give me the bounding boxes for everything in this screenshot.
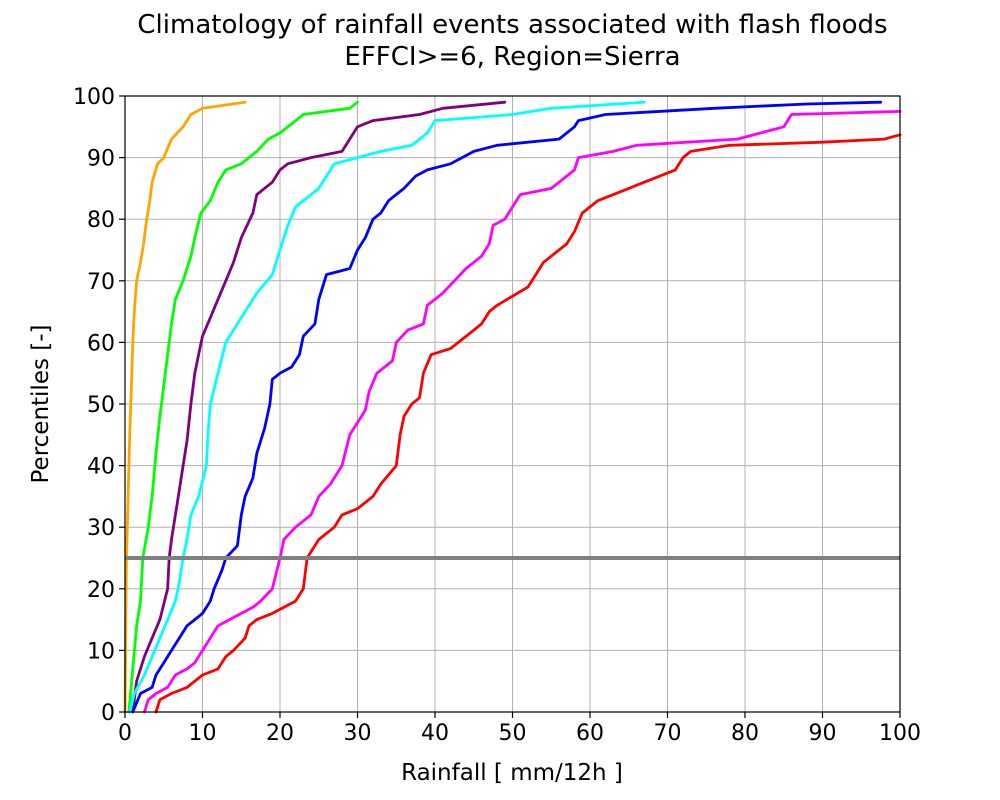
series-line-1	[123, 100, 247, 714]
y-tick-label: 100	[73, 85, 115, 110]
y-tick-label: 10	[87, 639, 115, 664]
y-tick-label: 20	[87, 578, 115, 603]
series-lines	[123, 100, 902, 714]
x-tick-label: 50	[499, 721, 527, 746]
x-tick-label: 20	[266, 721, 294, 746]
y-axis-label: Percentiles [-]	[28, 324, 54, 483]
x-tick-label: 30	[344, 721, 372, 746]
x-tick-label: 60	[576, 721, 604, 746]
x-axis-ticks: 0 10 20 30 40 50 60 70 80 90 100	[118, 712, 921, 746]
x-tick-label: 90	[809, 721, 837, 746]
y-tick-label: 30	[87, 516, 115, 541]
y-tick-label: 80	[87, 208, 115, 233]
y-tick-label: 50	[87, 393, 115, 418]
y-tick-label: 60	[87, 331, 115, 356]
y-tick-label: 40	[87, 455, 115, 480]
series-line-5	[131, 100, 882, 714]
series-line-6	[143, 110, 902, 714]
series-line-3	[131, 100, 507, 714]
x-tick-label: 0	[118, 721, 132, 746]
series-line-7	[154, 133, 902, 714]
x-tick-label: 80	[731, 721, 759, 746]
y-tick-label: 0	[101, 701, 115, 726]
y-axis-ticks: 0 10 20 30 40 50 60 70 80 90 100	[73, 85, 125, 726]
x-tick-label: 40	[421, 721, 449, 746]
grid	[124, 95, 901, 713]
x-axis-label: Rainfall [ mm/12h ]	[401, 760, 623, 786]
y-tick-label: 90	[87, 147, 115, 172]
series-line-2	[127, 100, 359, 714]
chart-subtitle: EFFCI>=6, Region=Sierra	[344, 42, 681, 72]
x-tick-label: 70	[654, 721, 682, 746]
chart-title: Climatology of rainfall events associate…	[137, 10, 888, 40]
series-line-4	[128, 100, 646, 714]
x-tick-label: 10	[189, 721, 217, 746]
y-tick-label: 70	[87, 270, 115, 295]
x-tick-label: 100	[879, 721, 921, 746]
